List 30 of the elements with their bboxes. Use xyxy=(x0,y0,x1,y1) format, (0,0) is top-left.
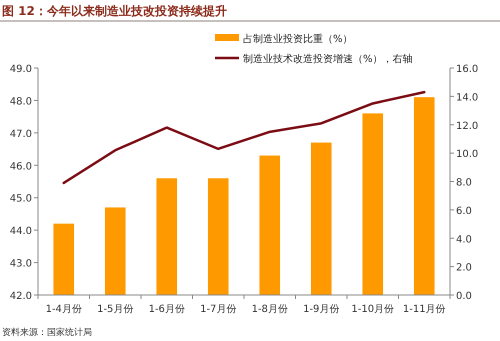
x-tick-label: 1-6月份 xyxy=(148,304,185,315)
x-tick-label: 1-5月份 xyxy=(97,304,134,315)
x-tick-label: 1-11月份 xyxy=(402,304,446,315)
y-tick-label: 48.0 xyxy=(10,96,32,108)
y2-tick-label: 8.0 xyxy=(456,178,472,188)
y-tick-label: 42.0 xyxy=(10,291,32,302)
y2-tick-label: 14.0 xyxy=(456,92,478,104)
x-tick-label: 1-8月份 xyxy=(252,304,288,315)
chart-title: 图 12：今年以来制造业技改投资持续提升 xyxy=(2,4,227,18)
y-tick-label: 44.0 xyxy=(10,226,32,238)
y-tick-label: 46.0 xyxy=(10,161,32,172)
x-tick-label: 1-7月份 xyxy=(200,304,236,315)
legend-label: 占制造业投资比重（%） xyxy=(243,33,353,45)
line-series xyxy=(62,90,426,184)
y2-tick-label: 2.0 xyxy=(456,262,472,274)
x-tick-label: 1-10月份 xyxy=(351,304,394,315)
y2-tick-label: 10.0 xyxy=(456,149,478,160)
y-tick-label: 47.0 xyxy=(10,128,32,140)
x-tick-label: 1-9月份 xyxy=(303,304,340,315)
y-tick-label: 43.0 xyxy=(10,258,32,270)
x-tick-label: 1-4月份 xyxy=(46,304,82,315)
y2-tick-label: 6.0 xyxy=(456,206,472,217)
y-tick-label: 45.0 xyxy=(10,194,32,205)
y2-tick-label: 4.0 xyxy=(456,234,472,246)
y2-tick-label: 12.0 xyxy=(456,120,478,132)
legend-label: 制造业技术改造投资增速（%），右轴 xyxy=(243,53,413,65)
y-tick-label: 49.0 xyxy=(10,64,32,75)
text: 资料来源：国家统计局 xyxy=(2,327,92,338)
y2-tick-label: 0.0 xyxy=(456,291,472,302)
y2-tick-label: 16.0 xyxy=(456,64,478,75)
